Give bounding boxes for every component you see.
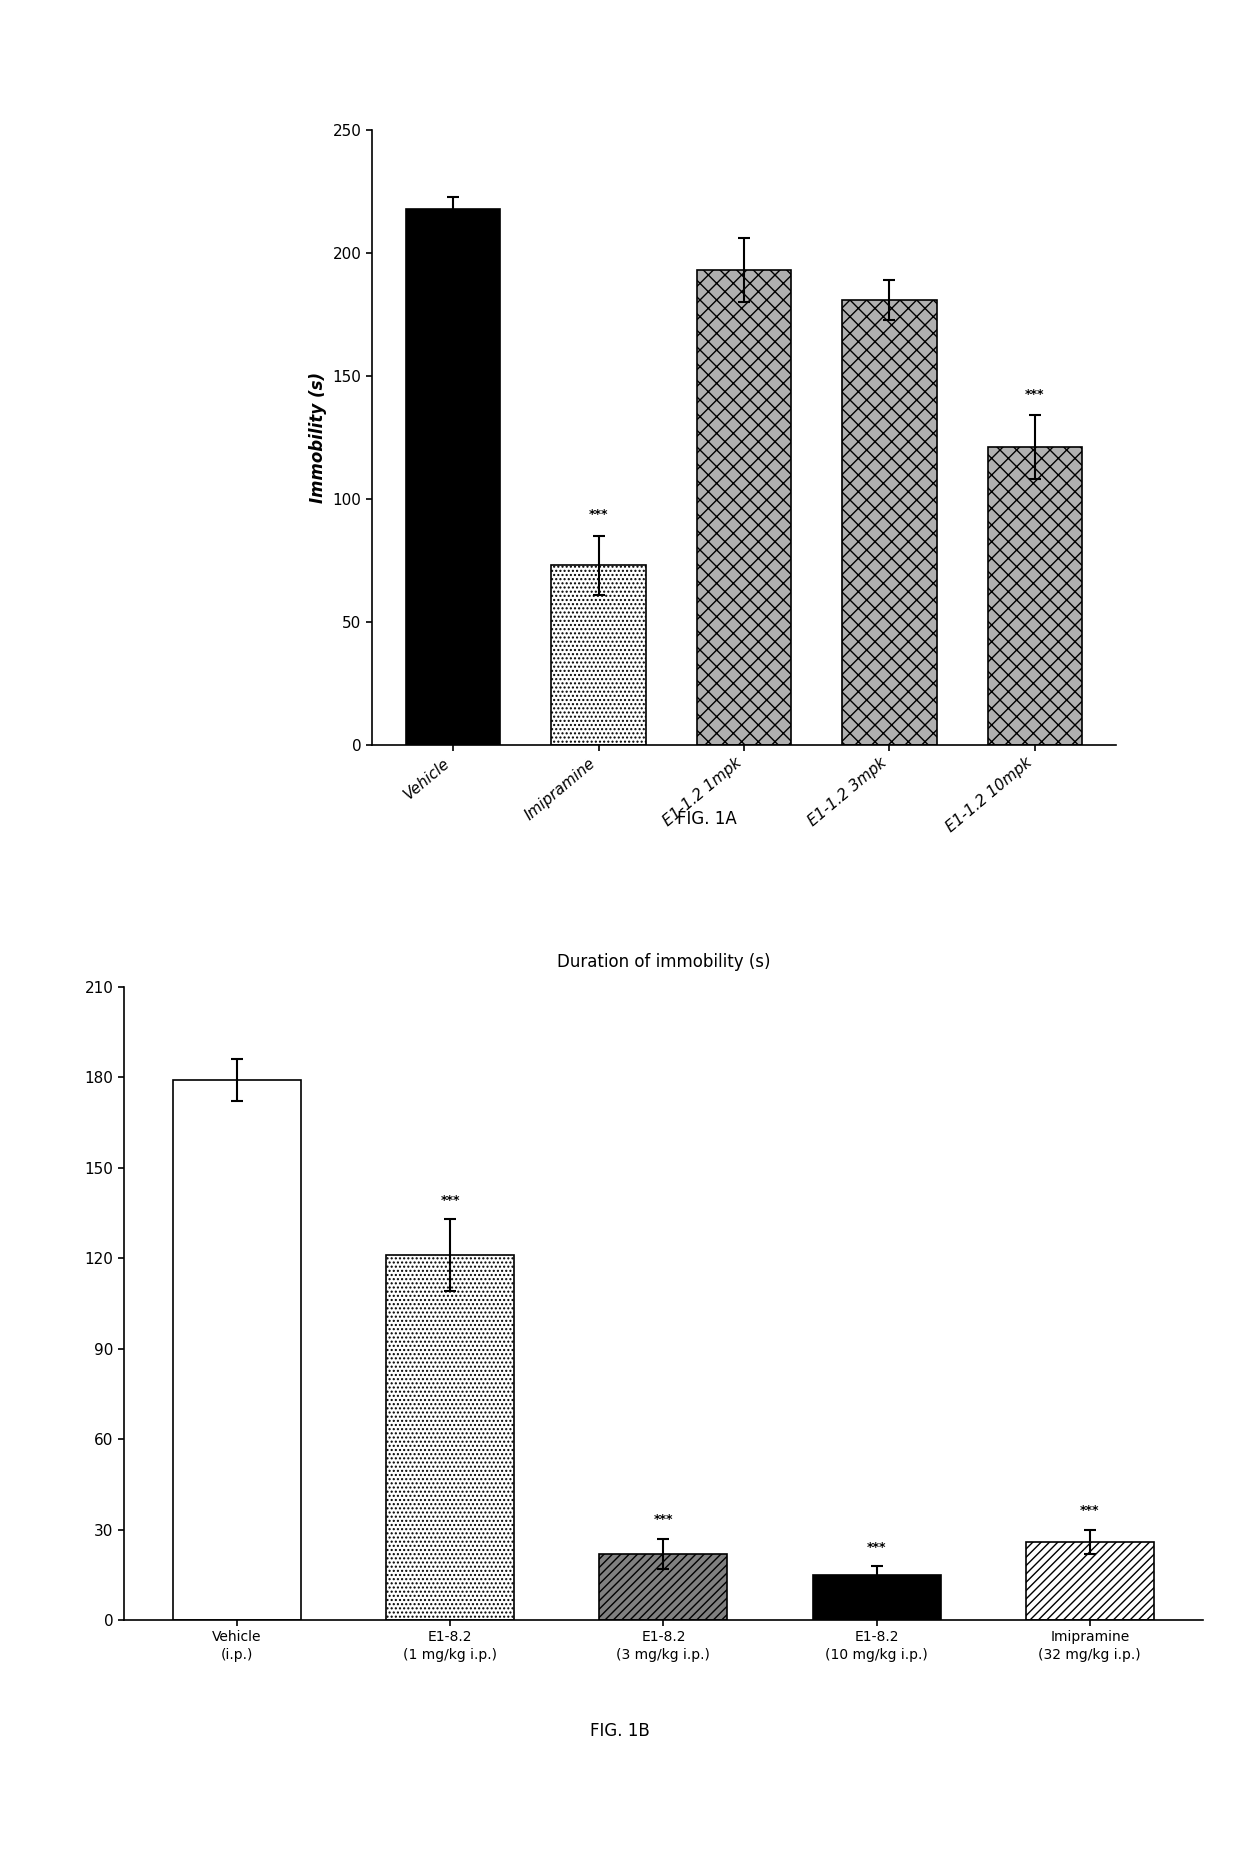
Bar (1025, 1542, 1153, 1620)
Text: ***: *** (653, 1514, 673, 1527)
Text: ***: *** (1025, 387, 1044, 400)
Text: ***: *** (589, 508, 609, 521)
Bar (552, 566, 646, 745)
Y-axis label: Immobility (s): Immobility (s) (309, 372, 327, 503)
Bar (405, 209, 501, 745)
Bar (599, 1553, 728, 1620)
Text: ***: *** (1080, 1504, 1100, 1518)
Text: ***: *** (867, 1540, 887, 1553)
Bar (174, 1080, 301, 1620)
Bar (697, 270, 791, 745)
Text: FIG. 1B: FIG. 1B (590, 1722, 650, 1741)
Text: FIG. 1A: FIG. 1A (677, 810, 737, 829)
Bar (842, 300, 936, 745)
Bar (386, 1255, 515, 1620)
Title: Duration of immobility (s): Duration of immobility (s) (557, 953, 770, 972)
Bar (812, 1575, 941, 1620)
Text: ***: *** (440, 1194, 460, 1207)
Bar (987, 447, 1083, 745)
